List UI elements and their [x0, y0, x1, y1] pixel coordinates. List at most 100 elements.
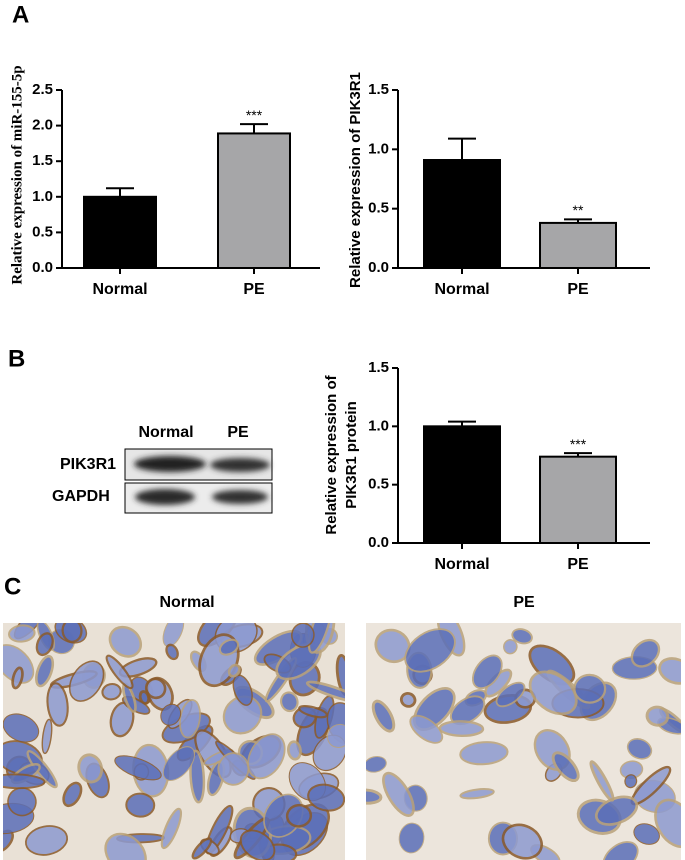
tissue: [3, 713, 40, 743]
tissue: [654, 798, 681, 848]
tissue: [125, 792, 156, 818]
y-axis-label: Relative expression of PIK3R1: [347, 72, 364, 288]
y-tick-label: 0.0: [368, 534, 389, 551]
tissue: [285, 803, 313, 828]
tissue: [222, 695, 263, 735]
tissue: [626, 738, 653, 760]
tissue: [8, 624, 36, 643]
tissue: [501, 823, 543, 860]
tissue: [459, 741, 509, 766]
y-tick-label: 0.5: [368, 200, 389, 217]
y-tick-label: 1.5: [368, 359, 389, 376]
panel-label: B: [8, 345, 25, 372]
tissue: [573, 673, 607, 704]
tissue: [24, 825, 69, 856]
ihc-texture: [366, 623, 681, 860]
x-tick-label: PE: [567, 281, 589, 298]
tissue: [68, 660, 105, 702]
tissue: [35, 632, 54, 657]
bar: [423, 159, 501, 269]
tissue: [104, 832, 147, 860]
tissue: [366, 755, 387, 773]
tissue: [511, 628, 533, 645]
tissue: [528, 670, 578, 716]
tissue: [335, 653, 345, 697]
blot: [124, 448, 273, 514]
tissue: [3, 773, 46, 790]
tissue: [189, 749, 206, 804]
bar: [539, 455, 617, 544]
tissue: [404, 628, 456, 673]
tissue: [645, 705, 670, 727]
tissue: [62, 781, 83, 808]
tissue: [162, 746, 195, 781]
image-title: PE: [513, 594, 535, 611]
tissue: [165, 643, 179, 661]
blot-column-label: Normal: [138, 424, 193, 441]
y-tick-label: 0.0: [368, 259, 389, 276]
y-tick-label: 0.5: [368, 476, 389, 493]
tissue: [307, 623, 332, 654]
tissue: [61, 623, 83, 643]
tissue: [46, 682, 69, 727]
tissue: [160, 703, 182, 726]
tissue: [399, 692, 417, 708]
bar: [539, 221, 617, 269]
tissue: [371, 699, 396, 733]
tissue: [101, 682, 122, 701]
y-tick-label: 1.5: [368, 81, 389, 98]
y-axis-label: Relative expression of miR-155-5p: [9, 65, 25, 284]
tissue: [366, 788, 383, 805]
y-tick-label: 1.0: [32, 188, 53, 205]
x-tick-label: Normal: [92, 281, 147, 298]
tissue: [247, 733, 286, 780]
tissue: [41, 718, 53, 755]
tissue: [298, 704, 328, 719]
tissue: [471, 654, 503, 690]
y-tick-label: 1.0: [368, 140, 389, 157]
blot-row-label: PIK3R1: [60, 456, 116, 473]
tissue: [160, 807, 183, 850]
y-tick-label: 1.0: [368, 417, 389, 434]
panel-label: C: [4, 573, 21, 600]
tissue: [658, 657, 681, 685]
tissue: [227, 663, 241, 678]
tissue: [409, 714, 444, 744]
significance: **: [573, 202, 584, 218]
tissue: [602, 841, 639, 860]
x-tick-label: Normal: [434, 281, 489, 298]
tissue: [630, 638, 661, 668]
tissue: [305, 680, 345, 704]
x-tick-label: PE: [567, 556, 589, 573]
tissue: [624, 774, 638, 789]
tissue: [459, 788, 495, 800]
tissue: [291, 623, 315, 648]
tissue: [503, 639, 518, 655]
tissue: [589, 760, 615, 802]
y-tick-label: 0.0: [32, 259, 53, 276]
blot-row-label: GAPDH: [52, 488, 110, 505]
image-title: Normal: [159, 594, 214, 611]
tissue: [35, 654, 55, 688]
y-axis-label: PIK3R1 protein: [343, 401, 360, 509]
blot-column-label: PE: [227, 424, 249, 441]
tissue: [11, 666, 24, 690]
tissue: [326, 723, 345, 748]
tissue: [218, 638, 240, 656]
bar: [217, 132, 291, 269]
significance: ***: [570, 436, 587, 452]
y-tick-label: 2.0: [32, 117, 53, 134]
y-axis-label: Relative expression of: [323, 374, 340, 534]
tissue: [105, 654, 134, 690]
bar: [83, 195, 157, 269]
panel-label: A: [12, 1, 29, 28]
bar: [423, 425, 501, 545]
tissue: [108, 625, 143, 658]
tissue: [239, 829, 276, 860]
tissue: [286, 740, 302, 761]
tissue: [307, 783, 345, 812]
tissue: [144, 677, 167, 700]
tissue: [438, 720, 485, 738]
tissue: [77, 753, 104, 784]
